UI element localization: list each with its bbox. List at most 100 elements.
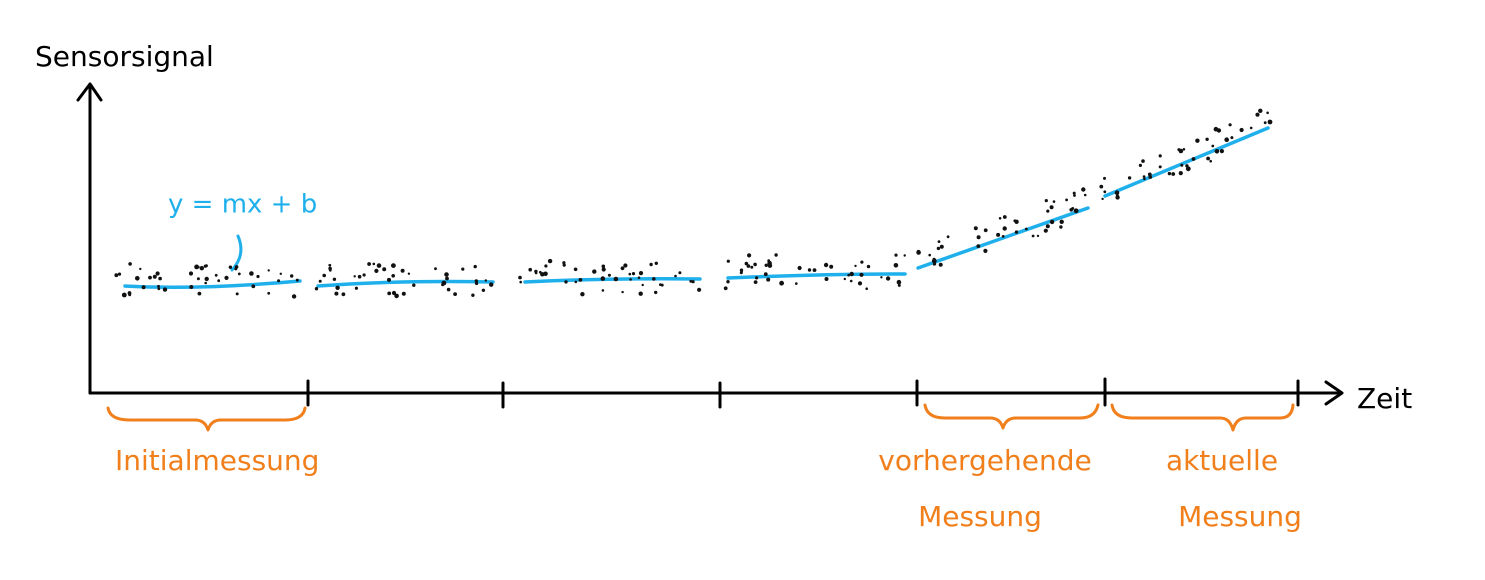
dot (367, 262, 371, 266)
dot (204, 281, 207, 285)
dot (518, 275, 522, 280)
dot (228, 265, 233, 269)
dot (446, 287, 451, 292)
dot (1213, 126, 1219, 132)
dot (1177, 148, 1181, 152)
dot (1073, 194, 1076, 197)
dot (880, 276, 883, 279)
dot (939, 244, 944, 249)
dot (547, 258, 553, 264)
dot (631, 272, 636, 276)
dot (697, 287, 702, 292)
dot (279, 272, 282, 275)
dot (196, 277, 200, 281)
dot (764, 263, 768, 267)
dot (562, 263, 566, 267)
dot (203, 264, 207, 268)
dot (628, 272, 632, 276)
dot (767, 259, 771, 263)
dot (638, 291, 643, 296)
dot (489, 284, 493, 287)
dot (983, 248, 988, 253)
dot (141, 285, 146, 290)
dot (795, 282, 798, 285)
dot (1101, 197, 1104, 201)
dot (807, 268, 812, 272)
dot (938, 262, 943, 267)
dot (267, 291, 271, 295)
dot (1052, 200, 1056, 203)
dot (1059, 225, 1063, 229)
dot (564, 280, 568, 284)
fit-pointer (230, 234, 243, 272)
dot (412, 283, 416, 287)
dot (763, 272, 768, 277)
dot (277, 279, 281, 283)
dot (534, 271, 538, 275)
dot (723, 286, 728, 291)
dot (387, 277, 391, 282)
dot (1044, 199, 1048, 203)
dot (1185, 166, 1191, 172)
dot (341, 292, 346, 297)
dot (1255, 112, 1260, 117)
dot (135, 276, 140, 281)
brackets (106, 403, 1295, 432)
dot (1127, 176, 1132, 180)
dot (797, 265, 802, 271)
dot (860, 260, 864, 264)
dot (400, 268, 405, 273)
dot (1065, 198, 1068, 202)
dot (601, 267, 606, 272)
dot (1182, 148, 1186, 151)
segment-label: Messung (918, 500, 1042, 533)
fit-label: y = mx + b (168, 190, 317, 220)
dot (204, 276, 209, 282)
dot (1013, 219, 1017, 223)
dot (843, 277, 846, 281)
dot (434, 267, 437, 271)
dot (607, 273, 611, 277)
dot (903, 254, 906, 257)
dot (1002, 226, 1007, 231)
segment-label: Initialmessung (115, 444, 319, 477)
dot (1142, 175, 1146, 179)
dot (753, 262, 757, 267)
dot (829, 264, 834, 269)
dot (885, 276, 891, 281)
dot (128, 262, 132, 266)
dot (1081, 187, 1086, 192)
dot (849, 271, 854, 277)
dot (1072, 191, 1076, 195)
dot (691, 280, 695, 284)
dot (1211, 144, 1215, 148)
dot (376, 263, 382, 268)
dot (654, 261, 658, 265)
dot (1239, 127, 1244, 133)
dot (726, 259, 730, 263)
dot (407, 272, 411, 275)
dot (613, 276, 619, 282)
dot (1099, 184, 1104, 189)
dot (148, 275, 152, 280)
dot (767, 263, 773, 268)
dot (755, 276, 759, 280)
dot (946, 235, 950, 239)
dot (528, 267, 532, 272)
dot (128, 293, 132, 297)
dot (194, 264, 200, 270)
dot (562, 261, 566, 265)
dot (372, 262, 376, 266)
dot (1267, 119, 1273, 125)
dot (747, 253, 752, 258)
dot (620, 266, 625, 271)
dot (746, 264, 751, 268)
dot (983, 228, 988, 233)
dot (847, 273, 850, 277)
dot (1138, 163, 1142, 167)
dot (481, 288, 486, 292)
dot (1046, 209, 1050, 213)
dot (823, 262, 829, 268)
dot (114, 273, 119, 278)
dot (1143, 177, 1146, 181)
